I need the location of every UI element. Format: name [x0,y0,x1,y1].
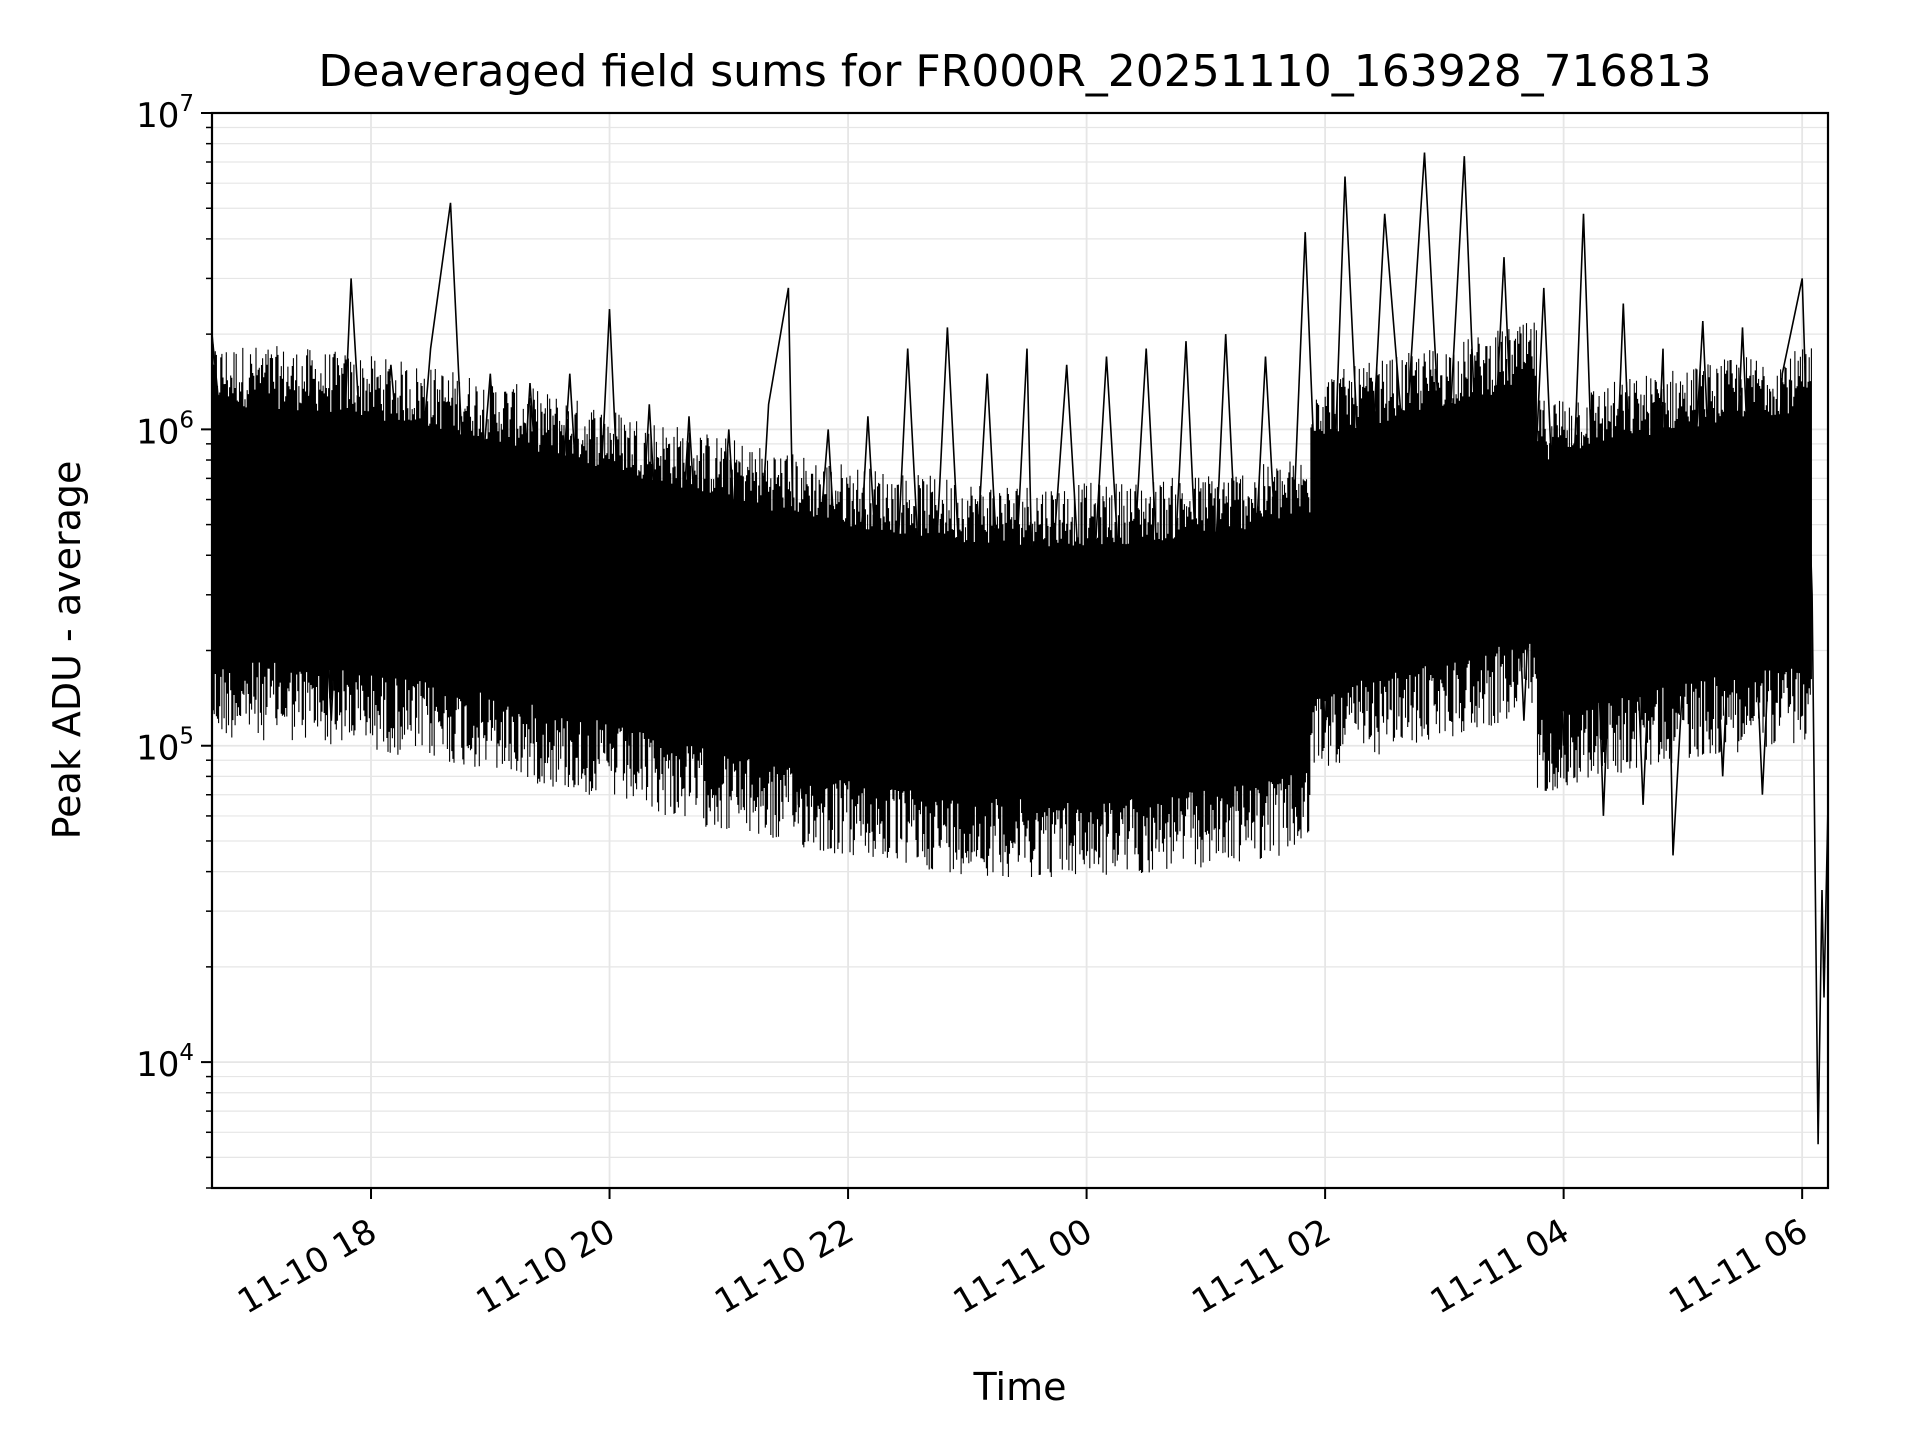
y-tick-label: 107 [136,91,194,136]
chart-title: Deaveraged field sums for FR000R_2025111… [318,46,1711,97]
y-axis-label: Peak ADU - average [45,461,89,840]
x-axis-label: Time [973,1365,1067,1409]
x-tick-label: 11-10 18 [231,1211,383,1322]
x-tick-label: 11-10 22 [708,1211,860,1322]
data-band [211,322,1812,877]
x-axis: 11-10 18 11-10 20 11-10 22 11-11 00 11-11 02… [231,1188,1815,1322]
y-tick-label: 106 [136,407,194,452]
x-tick-label: 11-11 04 [1424,1211,1576,1322]
y-axis: 104 105 106 107 [136,91,212,1189]
x-tick-label: 11-10 20 [470,1211,622,1322]
y-tick-label: 104 [136,1040,194,1085]
x-tick-label: 11-11 00 [947,1211,1099,1322]
x-tick-label: 11-11 06 [1662,1211,1814,1322]
y-tick-label: 105 [136,724,194,769]
x-tick-label: 11-11 02 [1185,1211,1337,1322]
series-line [211,152,1829,1145]
noise-band [211,322,1812,877]
